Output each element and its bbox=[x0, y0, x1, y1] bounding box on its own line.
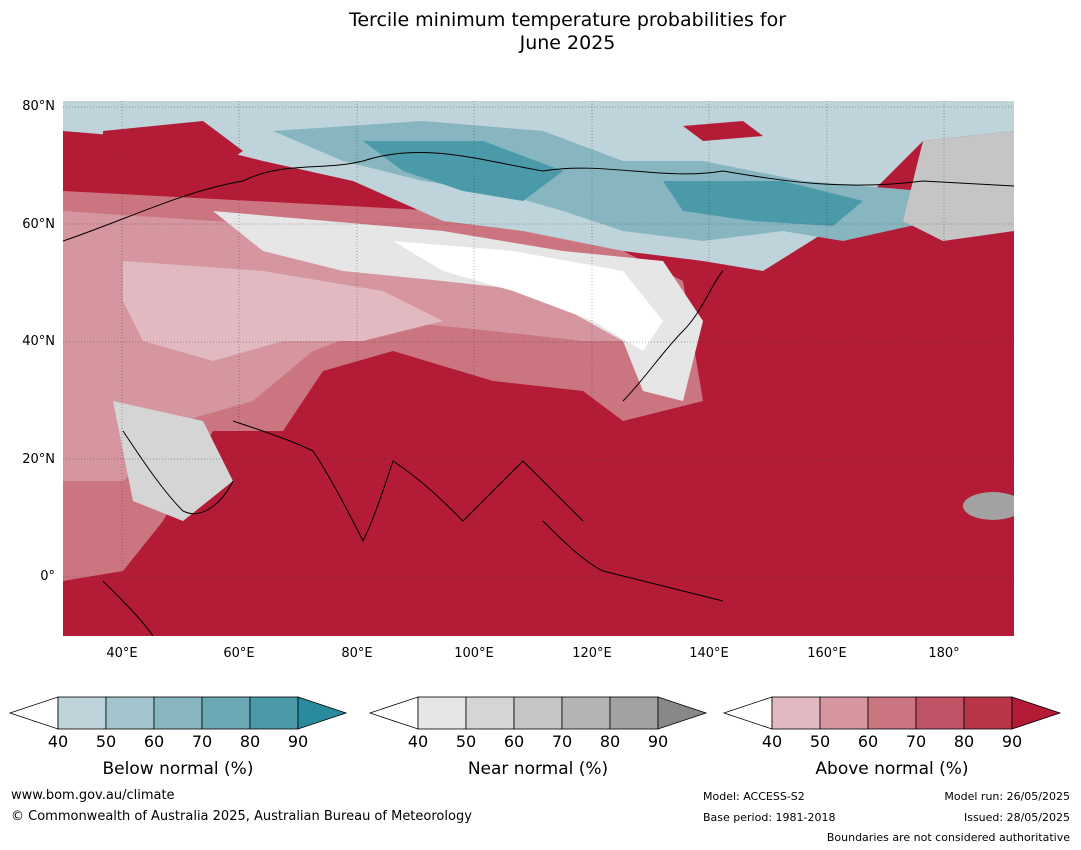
above-tick: 60 bbox=[857, 732, 879, 751]
near-tick: 40 bbox=[407, 732, 429, 751]
below-tick: 60 bbox=[143, 732, 165, 751]
below-normal-colorbar-bar bbox=[8, 696, 348, 730]
northeast-near-normal bbox=[903, 131, 1014, 241]
above-tick: 90 bbox=[1001, 732, 1023, 751]
graticule bbox=[63, 101, 1014, 636]
above-normal-faint-region bbox=[123, 261, 443, 361]
below-normal-colorbar bbox=[8, 696, 348, 730]
below-tick: 40 bbox=[47, 732, 69, 751]
probability-map bbox=[63, 101, 1014, 636]
arctic-above-normal bbox=[683, 121, 763, 141]
scandinavia-above-normal bbox=[103, 121, 243, 191]
below-tick: 70 bbox=[191, 732, 213, 751]
map-title: Tercile minimum temperature probabilitie… bbox=[0, 9, 1081, 55]
lon-label-80e: 80°E bbox=[341, 646, 373, 661]
below-colorbar-segment bbox=[153, 696, 203, 730]
arabia-near-normal bbox=[113, 401, 233, 521]
lon-label-40e: 40°E bbox=[106, 646, 138, 661]
lon-label-140e: 140°E bbox=[689, 646, 729, 661]
below-colorbar-segment bbox=[201, 696, 251, 730]
above-colorbar-segment bbox=[867, 696, 917, 730]
below-tick: 50 bbox=[95, 732, 117, 751]
near-colorbar-segment bbox=[513, 696, 563, 730]
below-normal-strong-west bbox=[363, 141, 563, 201]
below-tick: 90 bbox=[287, 732, 309, 751]
near-normal-region bbox=[213, 211, 703, 401]
model-text: Model: ACCESS-S2 bbox=[703, 790, 805, 803]
below-tick: 80 bbox=[239, 732, 261, 751]
below-colorbar-segment bbox=[249, 696, 299, 730]
near-tick: 90 bbox=[647, 732, 669, 751]
disclaimer-text: Boundaries are not considered authoritat… bbox=[826, 831, 1070, 844]
above-colorbar-segment bbox=[819, 696, 869, 730]
below-colorbar-segment bbox=[57, 696, 107, 730]
model-run-text: Model run: 26/05/2025 bbox=[944, 790, 1070, 803]
map-canvas bbox=[63, 101, 1014, 636]
lon-label-100e: 100°E bbox=[454, 646, 494, 661]
website-link[interactable]: www.bom.gov.au/climate bbox=[11, 788, 175, 803]
below-normal-strong-east bbox=[663, 181, 863, 226]
lat-label-60n: 60°N bbox=[22, 217, 55, 232]
coastlines bbox=[63, 151, 1014, 636]
near-normal-colorbar-bar bbox=[368, 696, 708, 730]
lon-label-120e: 120°E bbox=[572, 646, 612, 661]
above-tick: 70 bbox=[905, 732, 927, 751]
above-normal-colorbar bbox=[722, 696, 1062, 730]
lat-label-20n: 20°N bbox=[22, 452, 55, 467]
above-colorbar-segment bbox=[915, 696, 965, 730]
title-line-1: Tercile minimum temperature probabilitie… bbox=[348, 9, 787, 31]
above-normal-label: Above normal (%) bbox=[815, 759, 969, 779]
pacific-near-normal bbox=[963, 492, 1014, 520]
title-line-2: June 2025 bbox=[519, 32, 616, 54]
lon-label-160e: 160°E bbox=[807, 646, 847, 661]
near-colorbar-segment bbox=[609, 696, 659, 730]
no-dominant-region bbox=[393, 241, 663, 351]
near-normal-colorbar bbox=[368, 696, 708, 730]
near-normal-extend-arrow bbox=[657, 696, 708, 730]
near-colorbar-segment bbox=[417, 696, 467, 730]
near-tick: 70 bbox=[551, 732, 573, 751]
below-colorbar-segment bbox=[105, 696, 155, 730]
above-tick: 40 bbox=[761, 732, 783, 751]
near-colorbar-segment bbox=[465, 696, 515, 730]
below-normal-extend-arrow bbox=[297, 696, 348, 730]
near-tick: 80 bbox=[599, 732, 621, 751]
copyright-text: © Commonwealth of Australia 2025, Austra… bbox=[11, 809, 472, 824]
near-colorbar-segment bbox=[561, 696, 611, 730]
issued-text: Issued: 28/05/2025 bbox=[963, 811, 1070, 824]
near-tick: 60 bbox=[503, 732, 525, 751]
above-normal-extend-arrow bbox=[1011, 696, 1062, 730]
near-tick: 50 bbox=[455, 732, 477, 751]
above-colorbar-segment bbox=[963, 696, 1013, 730]
lat-label-80n: 80°N bbox=[22, 99, 55, 114]
lat-label-40n: 40°N bbox=[22, 334, 55, 349]
below-normal-label: Below normal (%) bbox=[102, 759, 254, 779]
base-period-text: Base period: 1981-2018 bbox=[703, 811, 836, 824]
above-colorbar-segment bbox=[771, 696, 821, 730]
above-tick: 80 bbox=[953, 732, 975, 751]
above-tick: 50 bbox=[809, 732, 831, 751]
lon-label-180: 180° bbox=[928, 646, 960, 661]
lat-label-0: 0° bbox=[40, 569, 55, 584]
lon-label-60e: 60°E bbox=[223, 646, 255, 661]
above-normal-colorbar-bar bbox=[722, 696, 1062, 730]
near-normal-label: Near normal (%) bbox=[467, 759, 609, 779]
